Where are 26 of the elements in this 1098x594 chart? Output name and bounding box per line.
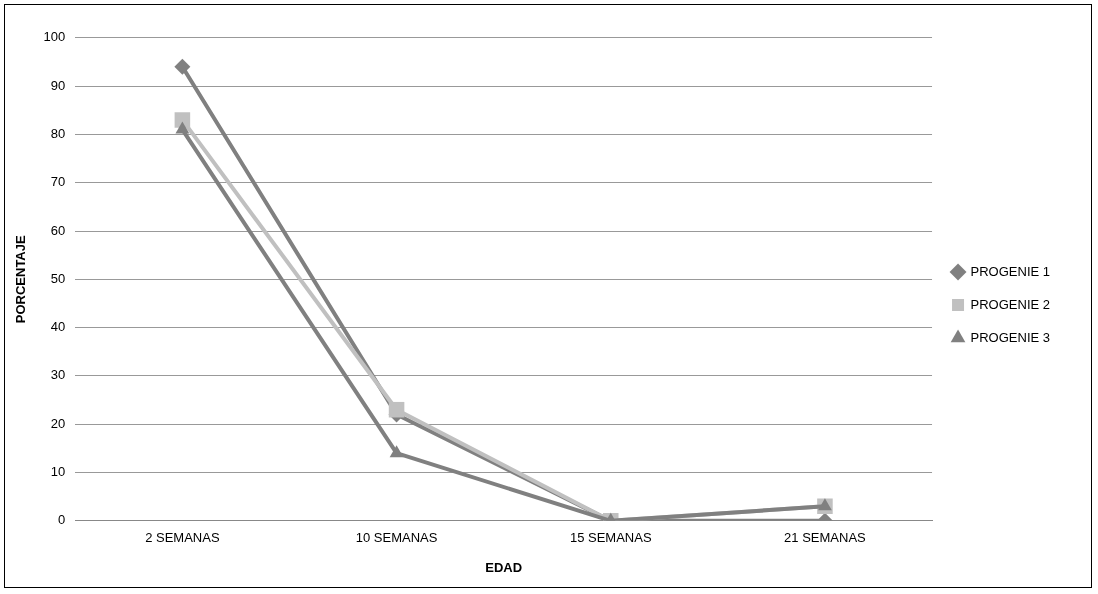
x-tick-label: 21 SEMANAS xyxy=(784,530,867,546)
y-tick-label: 60 xyxy=(50,222,66,238)
x-axis-title: EDAD xyxy=(485,559,523,575)
y-tick-label: 0 xyxy=(58,512,66,528)
y-tick-label: 80 xyxy=(50,125,66,141)
x-tick-label: 2 SEMANAS xyxy=(145,530,220,546)
y-tick-label: 90 xyxy=(50,77,66,93)
legend-label: PROGENIE 3 xyxy=(970,329,1050,345)
y-tick-label: 50 xyxy=(50,270,66,286)
y-tick-label: 10 xyxy=(50,464,66,480)
point xyxy=(818,498,832,511)
legend-label: PROGENIE 1 xyxy=(970,263,1050,279)
y-tick-label: 70 xyxy=(50,174,66,190)
y-axis-title: PORCENTAJE xyxy=(13,235,29,324)
legend-label: PROGENIE 2 xyxy=(970,296,1050,312)
point xyxy=(389,445,404,458)
x-tick-label: 15 SEMANAS xyxy=(569,530,652,546)
y-tick-label: 40 xyxy=(50,319,66,335)
point xyxy=(388,401,405,418)
x-tick-label: 10 SEMANAS xyxy=(355,530,438,546)
y-tick-label: 30 xyxy=(50,367,66,383)
point xyxy=(174,112,191,128)
y-tick-label: 20 xyxy=(50,415,66,431)
point xyxy=(175,121,190,134)
point xyxy=(174,58,191,75)
y-tick-label: 100 xyxy=(43,29,66,45)
